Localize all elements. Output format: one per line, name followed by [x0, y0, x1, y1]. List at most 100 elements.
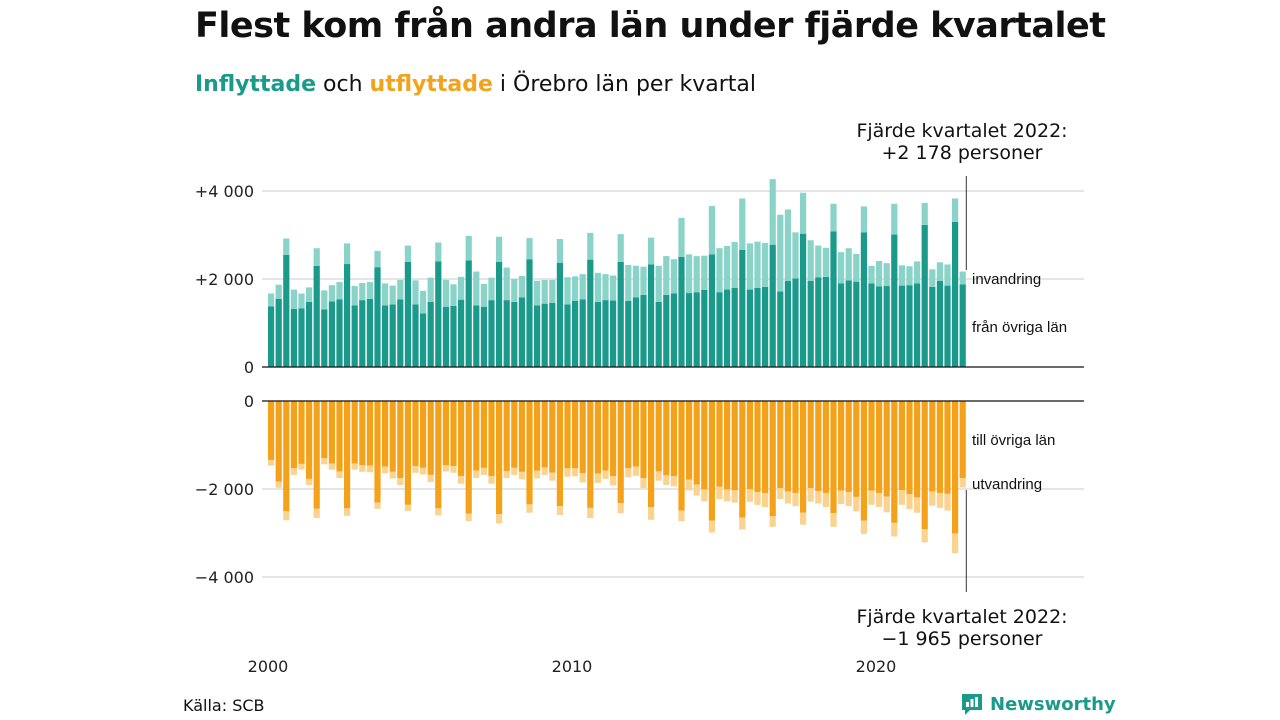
bar-out-emigration [754, 492, 761, 505]
bar-out-emigration [860, 520, 867, 534]
bar-in-immigration [762, 242, 769, 287]
bar-out-emigration [374, 502, 381, 509]
bar-out-emigration [306, 478, 313, 486]
bar-out-emigration [655, 471, 662, 481]
bar-in-immigration [572, 276, 579, 301]
bar-out-emigration [450, 466, 457, 473]
bar-out-domestic [632, 401, 639, 467]
bar-out-emigration [693, 484, 700, 496]
bar-in-immigration [784, 209, 791, 281]
bar-out-domestic [526, 401, 533, 505]
chart-title: Flest kom från andra län under fjärde kv… [195, 6, 1106, 46]
bar-in-immigration [838, 252, 845, 284]
bar-in-domestic [716, 292, 723, 367]
bar-in-immigration [876, 260, 883, 287]
bar-out-domestic [427, 401, 434, 475]
bar-out-emigration [572, 468, 579, 477]
bar-in-domestic [640, 294, 647, 367]
bar-in-domestic [678, 257, 685, 367]
bottom-ytick-label: 0 [244, 392, 254, 411]
bar-out-emigration [366, 465, 373, 473]
bar-in-immigration [382, 283, 389, 306]
bar-in-immigration [587, 232, 594, 260]
bar-in-domestic [572, 301, 579, 367]
bar-out-domestic [344, 401, 351, 509]
bar-in-immigration [868, 265, 875, 284]
bar-in-domestic [473, 305, 480, 367]
bar-in-immigration [549, 279, 556, 303]
bar-out-emigration [716, 486, 723, 500]
bar-in-domestic [822, 276, 829, 367]
bar-in-immigration [480, 283, 487, 307]
bottom-ytick-label: −2 000 [195, 480, 254, 499]
bar-in-immigration [435, 242, 442, 262]
bar-out-domestic [541, 401, 548, 468]
bar-in-immigration [268, 293, 275, 307]
bar-out-domestic [701, 401, 708, 490]
bar-out-emigration [959, 478, 966, 488]
bar-in-domestic [541, 303, 548, 367]
bar-in-immigration [731, 242, 738, 288]
bar-out-domestic [480, 401, 487, 468]
bar-in-domestic [891, 234, 898, 367]
bar-in-immigration [739, 198, 746, 250]
bar-out-emigration [534, 470, 541, 479]
bar-in-immigration [670, 259, 677, 294]
bar-in-immigration [716, 248, 723, 293]
bar-in-immigration [921, 202, 928, 225]
bar-in-domestic [853, 281, 860, 367]
bar-in-domestic [648, 264, 655, 367]
bar-out-emigration [420, 467, 427, 475]
bar-out-emigration [868, 490, 875, 505]
bar-in-domestic [321, 309, 328, 367]
bar-out-domestic [952, 401, 959, 534]
bar-in-domestic [488, 300, 495, 367]
bar-in-domestic [283, 254, 290, 367]
bar-in-domestic [480, 306, 487, 367]
bar-in-domestic [374, 267, 381, 367]
bar-in-immigration [473, 271, 480, 306]
bar-out-domestic [670, 401, 677, 477]
bar-out-emigration [404, 504, 411, 511]
xtick-label: 2020 [856, 657, 897, 676]
bar-out-domestic [914, 401, 921, 498]
bar-in-immigration [800, 192, 807, 234]
bar-in-domestic [617, 261, 624, 367]
series-label-utvandring: utvandring [972, 476, 1042, 493]
bar-out-domestic [404, 401, 411, 505]
bar-out-emigration [906, 494, 913, 510]
bar-in-domestic [458, 299, 465, 367]
bar-out-domestic [549, 401, 556, 473]
xtick-label: 2010 [552, 657, 593, 676]
bar-in-immigration [845, 248, 852, 281]
bar-in-domestic [800, 233, 807, 367]
bar-out-domestic [366, 401, 373, 466]
bar-out-emigration [496, 514, 503, 524]
bar-out-domestic [769, 401, 776, 517]
bar-in-immigration [458, 276, 465, 300]
bar-in-immigration [906, 266, 913, 286]
bar-out-emigration [549, 472, 556, 481]
bar-out-domestic [359, 401, 366, 466]
bar-in-immigration [648, 237, 655, 265]
bar-out-emigration [708, 520, 715, 533]
bar-in-immigration [389, 285, 396, 305]
bar-in-immigration [404, 245, 411, 262]
bar-out-domestic [876, 401, 883, 493]
bar-out-emigration [830, 513, 837, 527]
bar-in-domestic [838, 283, 845, 367]
bar-out-domestic [283, 401, 290, 511]
bar-in-immigration [959, 271, 966, 285]
bar-in-immigration [883, 263, 890, 287]
bar-out-emigration [929, 491, 936, 506]
bar-out-domestic [594, 401, 601, 474]
bar-in-immigration [944, 264, 951, 286]
top-ytick-label: +4 000 [195, 182, 254, 201]
bar-in-domestic [450, 305, 457, 367]
bar-in-domestic [496, 261, 503, 367]
bar-out-domestic [488, 401, 495, 477]
bar-in-domestic [366, 298, 373, 367]
bar-out-emigration [587, 507, 594, 519]
bar-in-immigration [351, 286, 358, 306]
bar-in-domestic [959, 284, 966, 367]
